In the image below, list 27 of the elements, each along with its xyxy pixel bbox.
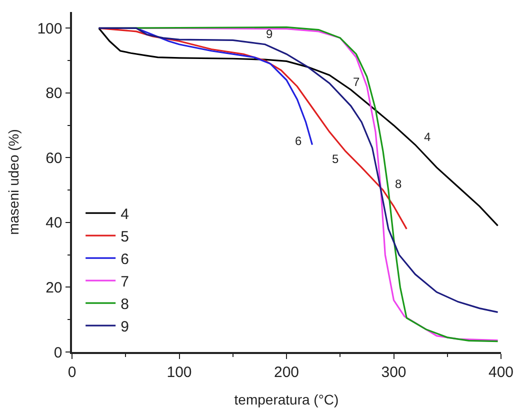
x-axis-title: temperatura (°C)	[234, 392, 339, 408]
y-tick-label: 20	[46, 279, 62, 296]
line-series	[98, 27, 499, 227]
annotation: 6	[295, 134, 302, 148]
annotation: 9	[266, 27, 273, 41]
legend-label: 5	[120, 228, 129, 246]
y-tick-label: 100	[37, 20, 62, 38]
legend-label: 6	[120, 250, 129, 268]
y-axis-title: maseni udeo (%)	[5, 129, 22, 235]
x-tick-label: 300	[381, 364, 406, 381]
legend-label: 8	[120, 296, 129, 313]
annotation: 8	[395, 177, 402, 191]
annotation: 4	[424, 130, 431, 144]
x-tick-label: 400	[488, 364, 514, 381]
legend-label: 9	[120, 318, 129, 336]
annotation: 5	[332, 152, 339, 166]
x-tick-label: 100	[166, 364, 192, 381]
line-series	[98, 27, 408, 230]
legend-label: 4	[120, 206, 129, 223]
annotation: 7	[353, 75, 360, 89]
x-tick-label: 0	[68, 364, 76, 381]
y-tick-label: 0	[54, 344, 62, 362]
y-tick-label: 80	[46, 85, 62, 102]
y-tick-label: 60	[46, 150, 62, 167]
legend-label: 7	[120, 273, 129, 290]
x-tick-label: 200	[274, 364, 300, 381]
y-tick-label: 40	[46, 214, 62, 232]
